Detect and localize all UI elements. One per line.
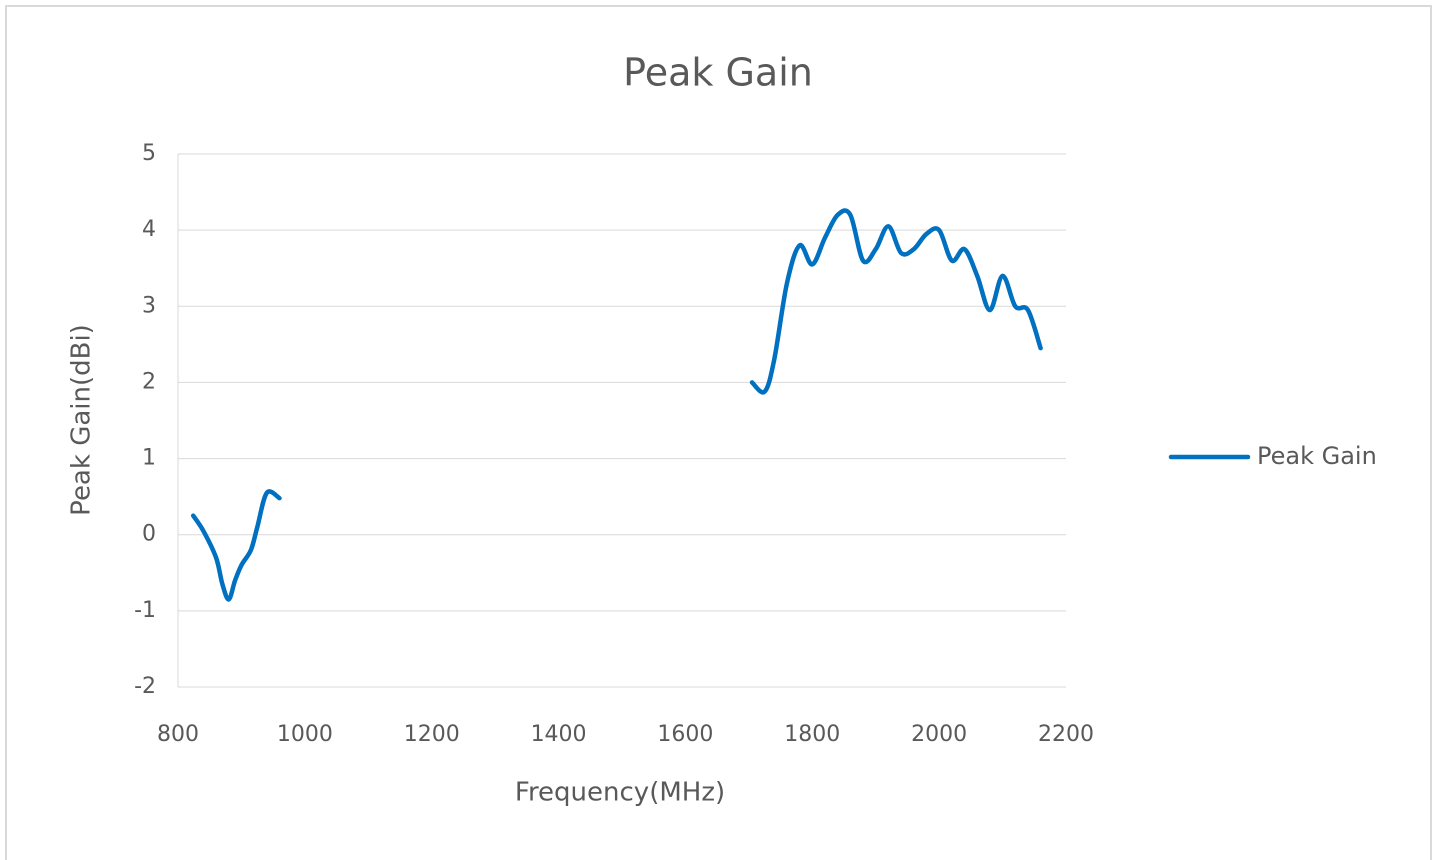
x-tick-label: 1600 — [657, 722, 713, 747]
y-tick-label: -1 — [134, 598, 156, 623]
x-axis-label: Frequency(MHz) — [515, 778, 725, 808]
chart-title: Peak Gain — [623, 51, 813, 95]
x-tick-label: 1000 — [277, 722, 333, 747]
y-tick-label: -2 — [134, 674, 156, 699]
y-tick-label: 3 — [142, 293, 156, 318]
data-line — [190, 208, 1043, 602]
y-tick-label: 5 — [142, 141, 156, 166]
y-tick-label: 1 — [142, 446, 156, 471]
legend-label: Peak Gain — [1257, 442, 1377, 470]
x-tick-label: 2200 — [1038, 722, 1094, 747]
x-tick-label: 800 — [157, 722, 199, 747]
y-tick-label: 4 — [142, 217, 156, 242]
x-tick-label: 1800 — [784, 722, 840, 747]
y-tick-label: 2 — [142, 369, 156, 394]
y-axis-label: Peak Gain(dBi) — [67, 324, 97, 516]
chart-border — [5, 5, 1432, 860]
x-tick-label: 1200 — [404, 722, 460, 747]
x-tick-label: 1400 — [531, 722, 587, 747]
y-tick-label: 0 — [142, 522, 156, 547]
x-tick-label: 2000 — [911, 722, 967, 747]
